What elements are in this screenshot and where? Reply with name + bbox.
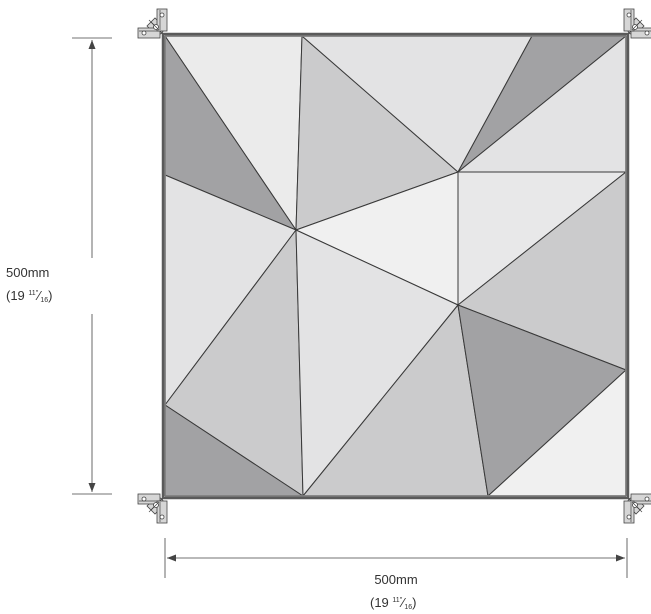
width-fraction-num: 11 (392, 597, 399, 604)
corner-connector-icon (137, 8, 168, 39)
width-dimension: 500mm (19 11″⁄16) (164, 538, 628, 611)
height-imperial-prefix: (19 (6, 288, 28, 303)
height-fraction-mark: ″ (36, 290, 39, 297)
height-imperial: (19 11″⁄16) (6, 288, 52, 304)
panel-frame-inner (165, 36, 626, 496)
facet-bottom-left-dark (164, 404, 304, 497)
corner-connector-icon (623, 493, 651, 524)
height-dimension: 500mm (19 11″⁄16) (6, 37, 112, 495)
width-fraction-mark: ″ (400, 597, 403, 604)
width-imperial-prefix: (19 (370, 595, 392, 610)
width-fraction-den: 16 (404, 604, 412, 611)
height-fraction-den: 16 (40, 297, 48, 304)
width-value: 500mm (374, 572, 417, 587)
height-fraction-num: 11 (28, 290, 35, 297)
corner-connector-icon (623, 8, 651, 39)
width-fraction-slash: ⁄ (399, 595, 406, 610)
height-fraction-slash: ⁄ (35, 288, 42, 303)
panel-facets (164, 35, 627, 497)
corner-connector-icon (137, 493, 168, 524)
panel-frame (161, 32, 630, 500)
width-imperial: (19 11″⁄16) (370, 595, 416, 611)
width-imperial-suffix: ) (412, 595, 416, 610)
facet-bottom-right (487, 369, 627, 497)
height-imperial-suffix: ) (48, 288, 52, 303)
height-value: 500mm (6, 265, 49, 280)
